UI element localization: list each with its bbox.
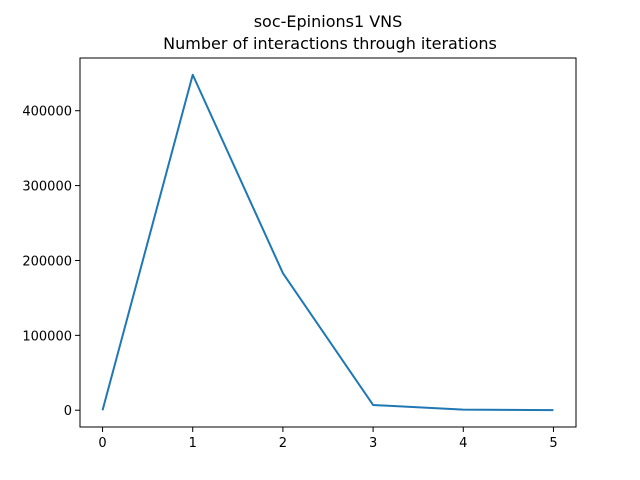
- plot-series: [101, 73, 554, 412]
- x-axis: 0 1 2 3 4 5: [98, 427, 558, 451]
- y-axis: 0 100000 200000 300000 400000: [22, 105, 80, 419]
- x-tick-label: 4: [459, 436, 467, 451]
- y-tick-label: 300000: [22, 180, 72, 195]
- y-tick-label: 0: [64, 404, 72, 419]
- series-line: [101, 73, 554, 412]
- x-tick-label: 5: [549, 436, 557, 451]
- x-tick-label: 1: [189, 436, 197, 451]
- chart-title: soc-Epinions1 VNS: [254, 12, 403, 31]
- plot-area-frame: [79, 57, 577, 428]
- y-tick-label: 400000: [22, 105, 72, 120]
- x-tick-label: 0: [98, 436, 106, 451]
- x-tick-label: 3: [369, 436, 377, 451]
- y-tick-label: 100000: [22, 329, 72, 344]
- y-tick-label: 200000: [22, 254, 72, 269]
- x-tick-label: 2: [279, 436, 287, 451]
- chart-subtitle: Number of interactions through iteration…: [163, 34, 497, 53]
